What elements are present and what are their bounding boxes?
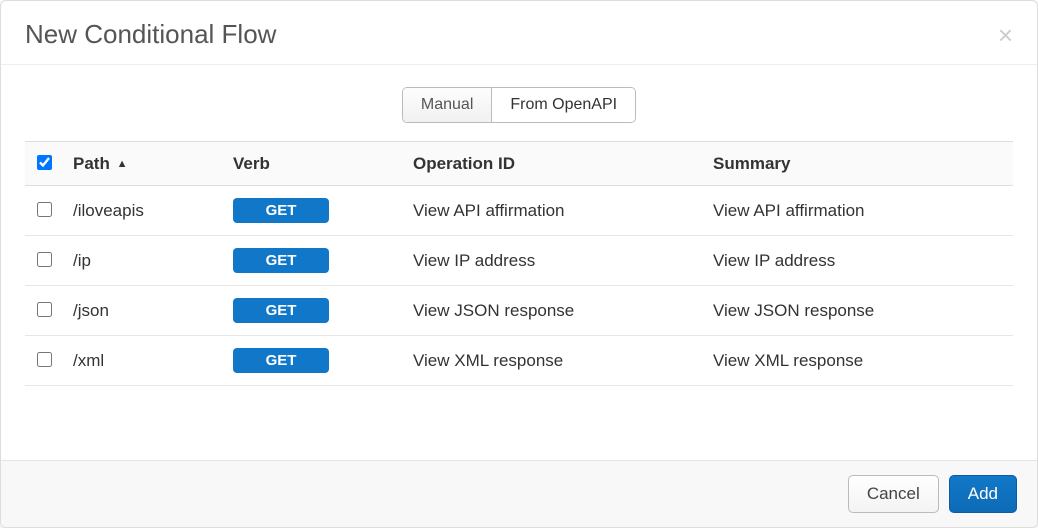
row-operation-id: View API affirmation (405, 186, 705, 236)
row-operation-id: View JSON response (405, 286, 705, 336)
header-path-label: Path (73, 154, 110, 173)
row-verb: GET (225, 286, 405, 336)
table-row: /xml GET View XML responseView XML respons… (25, 336, 1013, 386)
row-operation-id: View XML response (405, 336, 705, 386)
verb-badge: GET (233, 248, 329, 273)
header-verb[interactable]: Verb (225, 142, 405, 186)
row-path: /xml (65, 336, 225, 386)
row-path: /json (65, 286, 225, 336)
row-path: /ip (65, 236, 225, 286)
dialog-header: New Conditional Flow × (1, 1, 1037, 64)
table-row: /iloveapis GET View API affirmationView AP… (25, 186, 1013, 236)
row-checkbox[interactable] (37, 202, 52, 217)
add-button[interactable]: Add (949, 475, 1017, 513)
row-verb: GET (225, 186, 405, 236)
header-operation-id[interactable]: Operation ID (405, 142, 705, 186)
tab-manual[interactable]: Manual (403, 88, 492, 122)
row-summary: View JSON response (705, 286, 1013, 336)
row-checkbox[interactable] (37, 252, 52, 267)
header-select-all (25, 142, 65, 186)
row-operation-id: View IP address (405, 236, 705, 286)
dialog-body: Manual From OpenAPI Path ▲ Verb Operatio… (1, 64, 1037, 460)
row-verb: GET (225, 336, 405, 386)
verb-badge: GET (233, 298, 329, 323)
segmented-control: Manual From OpenAPI (402, 87, 636, 123)
row-summary: View XML response (705, 336, 1013, 386)
dialog-title: New Conditional Flow (25, 19, 276, 50)
header-path[interactable]: Path ▲ (65, 142, 225, 186)
verb-badge: GET (233, 198, 329, 223)
table-row: /json GET View JSON responseView JSON resp… (25, 286, 1013, 336)
row-path: /iloveapis (65, 186, 225, 236)
dialog-footer: Cancel Add (1, 460, 1037, 527)
operations-table: Path ▲ Verb Operation ID Summary /ilovea… (25, 141, 1013, 386)
table-row: /ip GET View IP addressView IP address (25, 236, 1013, 286)
sort-ascending-icon: ▲ (117, 158, 128, 170)
source-tab-group: Manual From OpenAPI (1, 65, 1037, 141)
row-checkbox[interactable] (37, 302, 52, 317)
header-summary[interactable]: Summary (705, 142, 1013, 186)
select-all-checkbox[interactable] (37, 155, 52, 170)
verb-badge: GET (233, 348, 329, 373)
row-summary: View IP address (705, 236, 1013, 286)
row-summary: View API affirmation (705, 186, 1013, 236)
row-verb: GET (225, 236, 405, 286)
new-conditional-flow-dialog: New Conditional Flow × Manual From OpenA… (0, 0, 1038, 528)
row-checkbox[interactable] (37, 352, 52, 367)
tab-from-openapi[interactable]: From OpenAPI (492, 88, 635, 122)
cancel-button[interactable]: Cancel (848, 475, 939, 513)
close-icon[interactable]: × (998, 22, 1013, 48)
table-header-row: Path ▲ Verb Operation ID Summary (25, 142, 1013, 186)
